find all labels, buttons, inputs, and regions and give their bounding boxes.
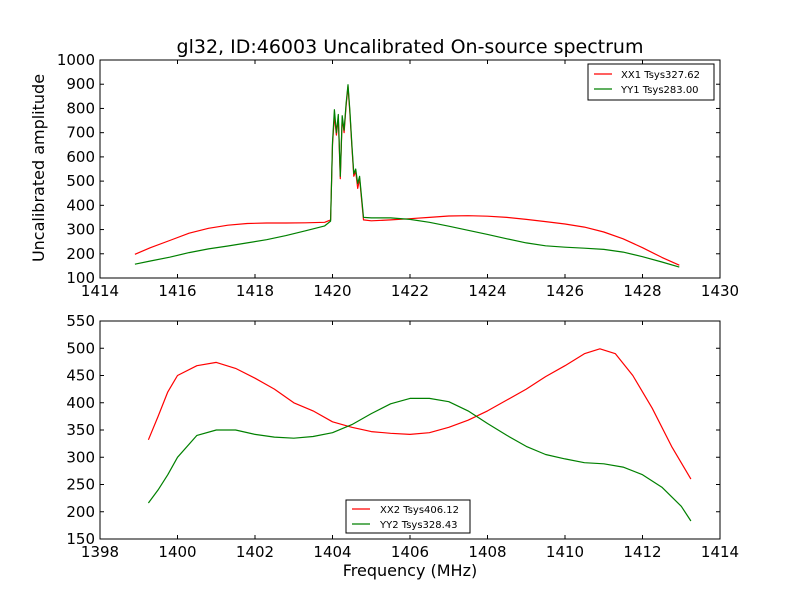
legend-label-yy2: YY2 Tsys328.43 <box>379 520 458 531</box>
x-tick-label: 1402 <box>236 543 274 561</box>
legend-label-xx1: XX1 Tsys327.62 <box>621 70 700 81</box>
y-tick-label: 100 <box>66 269 95 287</box>
y-tick-label: 350 <box>66 421 95 439</box>
x-tick-label: 1398 <box>81 543 119 561</box>
x-tick-label: 1414 <box>81 282 119 300</box>
x-tick-label: 1418 <box>236 282 274 300</box>
y-tick-label: 400 <box>66 394 95 412</box>
y-tick-label: 200 <box>66 503 95 521</box>
series-line-yy1 <box>134 84 680 268</box>
y-tick-label: 550 <box>66 312 95 330</box>
y-tick-label: 300 <box>66 448 95 466</box>
legend-box <box>587 63 715 101</box>
y-tick-label: 800 <box>66 99 95 117</box>
y-tick-label: 900 <box>66 75 95 93</box>
x-tick-label: 1424 <box>468 282 506 300</box>
legend: XX1 Tsys327.62 YY1 Tsys283.00 <box>587 63 715 101</box>
series-line-xx2 <box>147 348 692 480</box>
x-tick-label: 1406 <box>391 543 429 561</box>
legend-box <box>345 499 471 534</box>
axis-ticks: 1414 1416 1418 1420 1422 1424 1426 1428 1430 100 2… <box>57 51 739 300</box>
y-tick-label: 300 <box>66 221 95 239</box>
x-tick-label: 1412 <box>623 543 661 561</box>
x-tick-label: 1414 <box>701 543 739 561</box>
x-axis-label: Frequency (MHz) <box>343 561 477 580</box>
y-tick-label: 1000 <box>57 51 95 69</box>
legend: XX2 Tsys406.12 YY2 Tsys328.43 <box>345 499 471 534</box>
y-tick-label: 400 <box>66 196 95 214</box>
y-axis-label: Uncalibrated amplitude <box>29 74 48 262</box>
x-tick-label: 1428 <box>623 282 661 300</box>
legend-label-yy1: YY1 Tsys283.00 <box>620 85 699 96</box>
y-tick-label: 500 <box>66 172 95 190</box>
y-tick-label: 700 <box>66 124 95 142</box>
x-tick-label: 1422 <box>391 282 429 300</box>
top-chart: gl32, ID:46003 Uncalibrated On-source sp… <box>29 36 739 300</box>
y-tick-label: 250 <box>66 476 95 494</box>
legend-label-xx2: XX2 Tsys406.12 <box>380 505 459 516</box>
x-tick-label: 1404 <box>313 543 351 561</box>
x-tick-label: 1410 <box>546 543 584 561</box>
y-tick-label: 500 <box>66 339 95 357</box>
x-tick-label: 1416 <box>158 282 196 300</box>
series-lines <box>134 84 680 268</box>
y-tick-label: 450 <box>66 367 95 385</box>
y-tick-label: 600 <box>66 148 95 166</box>
bottom-chart: 1398 1400 1402 1404 1406 1408 1410 1412 1414 150 2… <box>66 312 739 580</box>
x-tick-label: 1420 <box>313 282 351 300</box>
series-lines <box>147 348 692 522</box>
series-line-yy2 <box>147 397 692 522</box>
y-tick-label: 150 <box>66 530 95 548</box>
x-tick-label: 1408 <box>468 543 506 561</box>
chart-title: gl32, ID:46003 Uncalibrated On-source sp… <box>177 36 644 58</box>
x-tick-label: 1430 <box>701 282 739 300</box>
y-tick-label: 200 <box>66 245 95 263</box>
axis-ticks: 1398 1400 1402 1404 1406 1408 1410 1412 1414 150 2… <box>66 312 739 561</box>
x-tick-label: 1400 <box>158 543 196 561</box>
x-tick-label: 1426 <box>546 282 584 300</box>
